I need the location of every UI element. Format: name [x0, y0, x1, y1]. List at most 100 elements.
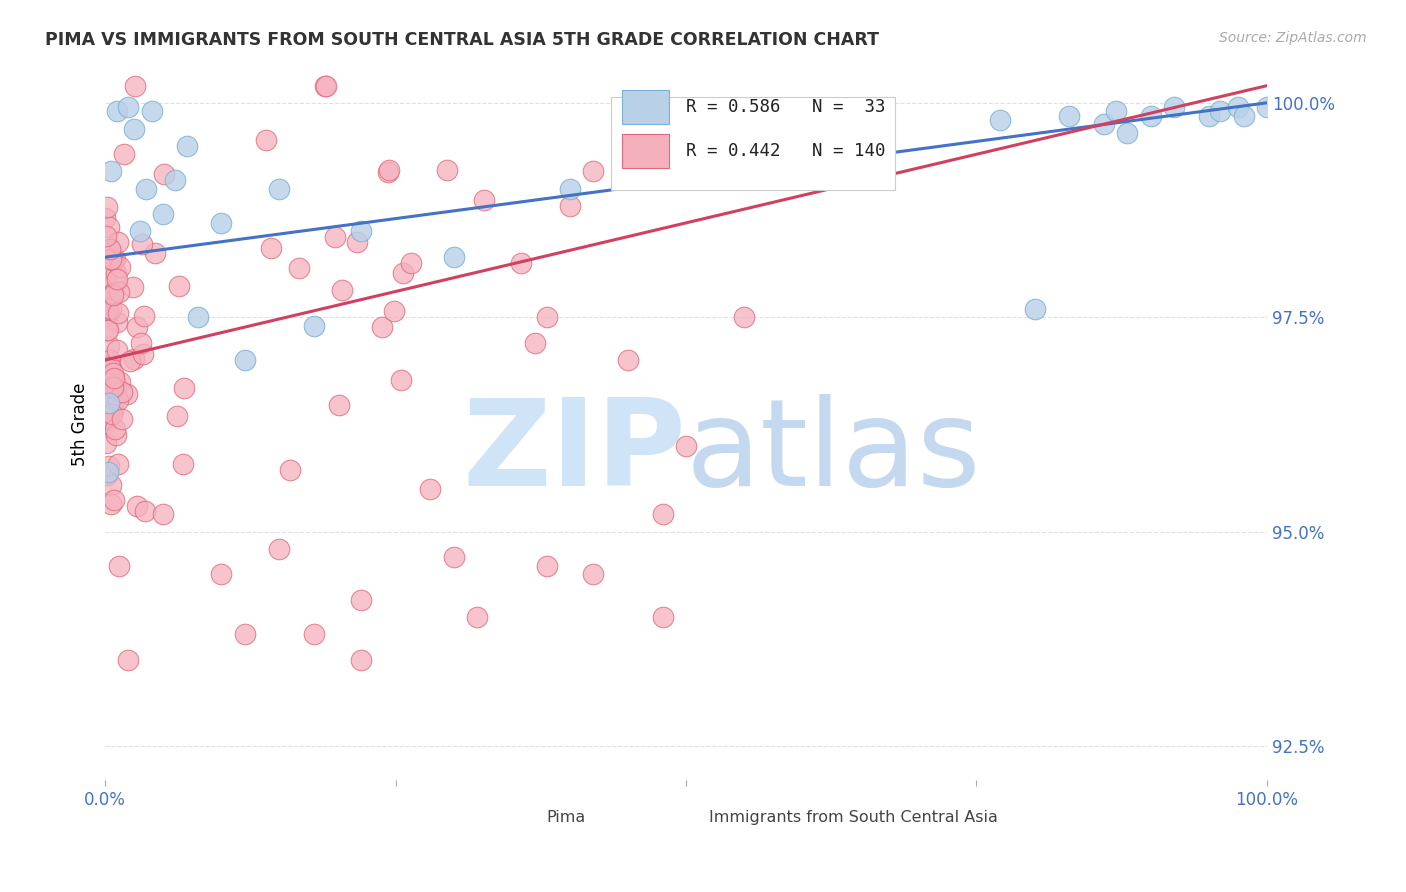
Point — [98, 220, 121, 235]
Point — [524, 335, 547, 350]
Point — [651, 610, 673, 624]
Point — [617, 353, 640, 368]
Point — [141, 104, 163, 119]
Text: R = 0.442   N = 140: R = 0.442 N = 140 — [686, 142, 886, 160]
Point — [176, 138, 198, 153]
Point — [100, 390, 122, 404]
Point — [115, 386, 138, 401]
Point — [122, 352, 145, 367]
Point — [100, 370, 122, 384]
Point — [152, 508, 174, 522]
Point — [98, 242, 121, 256]
FancyBboxPatch shape — [495, 805, 536, 829]
Point — [96, 360, 118, 375]
Point — [100, 353, 122, 368]
Point — [97, 322, 120, 336]
Text: PIMA VS IMMIGRANTS FROM SOUTH CENTRAL ASIA 5TH GRADE CORRELATION CHART: PIMA VS IMMIGRANTS FROM SOUTH CENTRAL AS… — [45, 31, 879, 49]
Point — [125, 499, 148, 513]
Point — [110, 375, 132, 389]
Point — [152, 207, 174, 221]
Point — [94, 269, 117, 284]
Point — [134, 309, 156, 323]
Point — [350, 593, 373, 607]
Point — [1059, 109, 1081, 123]
Point — [1226, 100, 1249, 114]
Point — [103, 371, 125, 385]
Point — [167, 278, 190, 293]
Point — [97, 280, 120, 294]
Point — [233, 353, 256, 368]
Text: Pima: Pima — [547, 810, 586, 825]
Point — [101, 366, 124, 380]
Point — [172, 457, 194, 471]
Text: Immigrants from South Central Asia: Immigrants from South Central Asia — [709, 810, 998, 825]
Text: Source: ZipAtlas.com: Source: ZipAtlas.com — [1219, 31, 1367, 45]
Point — [129, 224, 152, 238]
Point — [97, 306, 120, 320]
Point — [233, 627, 256, 641]
Point — [131, 237, 153, 252]
Point — [988, 112, 1011, 127]
Point — [315, 78, 337, 93]
Y-axis label: 5th Grade: 5th Grade — [72, 383, 89, 467]
Point — [209, 567, 232, 582]
Point — [733, 310, 755, 325]
Point — [1233, 109, 1256, 123]
Point — [100, 478, 122, 492]
Point — [1116, 126, 1139, 140]
Point — [101, 380, 124, 394]
Point — [101, 403, 124, 417]
Point — [209, 216, 232, 230]
Text: atlas: atlas — [686, 394, 981, 511]
FancyBboxPatch shape — [623, 134, 669, 169]
Point — [94, 416, 117, 430]
Point — [101, 252, 124, 267]
Point — [107, 306, 129, 320]
Point — [582, 164, 605, 178]
Point — [105, 266, 128, 280]
Point — [436, 162, 458, 177]
FancyBboxPatch shape — [610, 97, 896, 189]
Point — [110, 385, 132, 400]
Point — [112, 146, 135, 161]
Point — [389, 373, 412, 387]
Point — [163, 173, 186, 187]
Point — [94, 436, 117, 450]
Point — [384, 304, 406, 318]
Point — [1256, 100, 1278, 114]
Point — [536, 558, 558, 573]
Point — [97, 303, 120, 318]
Point — [371, 320, 394, 334]
Point — [97, 397, 120, 411]
Point — [304, 318, 326, 333]
Point — [105, 272, 128, 286]
Point — [117, 653, 139, 667]
Point — [101, 407, 124, 421]
Point — [94, 410, 117, 425]
Point — [288, 261, 311, 276]
Point — [104, 377, 127, 392]
Point — [104, 422, 127, 436]
Point — [105, 315, 128, 329]
Point — [472, 193, 495, 207]
Point — [697, 147, 720, 161]
Point — [96, 381, 118, 395]
Point — [391, 266, 413, 280]
Point — [330, 284, 353, 298]
Point — [105, 104, 128, 119]
Point — [94, 211, 117, 226]
Point — [107, 235, 129, 249]
Point — [269, 541, 291, 556]
Point — [101, 285, 124, 300]
Point — [536, 310, 558, 325]
Point — [96, 465, 118, 479]
Point — [346, 235, 368, 249]
Point — [117, 100, 139, 114]
Point — [419, 482, 441, 496]
Point — [1198, 109, 1220, 123]
Point — [97, 384, 120, 399]
FancyBboxPatch shape — [623, 90, 669, 124]
Point — [97, 406, 120, 420]
Point — [443, 250, 465, 264]
Point — [97, 412, 120, 426]
